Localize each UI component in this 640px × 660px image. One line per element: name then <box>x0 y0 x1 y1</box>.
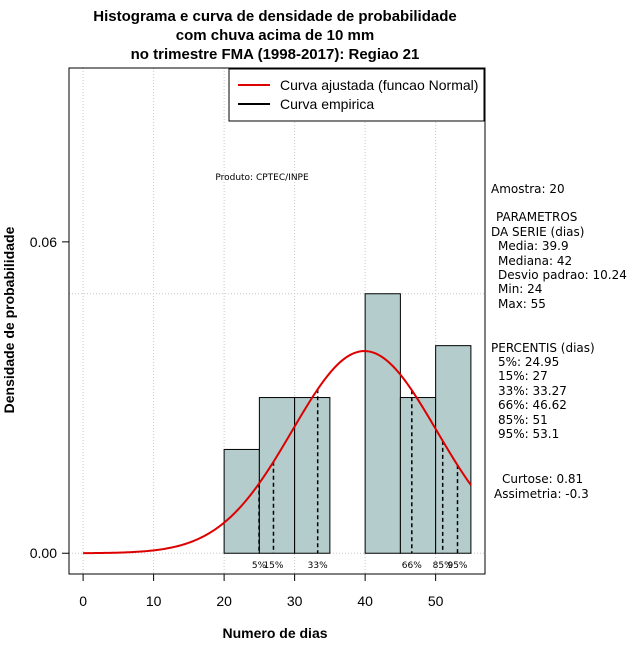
percentile-label: 85% <box>433 561 453 571</box>
stat-std-dev: Desvio padrao: 10.24 <box>498 268 627 282</box>
sample-size: Amostra: 20 <box>491 182 565 196</box>
x-tick-label: 20 <box>216 593 232 609</box>
x-axis-title: Numero de dias <box>222 625 327 641</box>
stat-max: Max: 55 <box>498 297 546 311</box>
legend-label-normal: Curva ajustada (funcao Normal) <box>280 77 478 93</box>
percentiles-title: PERCENTIS (dias) <box>491 341 595 355</box>
legend-box <box>228 68 485 122</box>
skewness: Assimetria: -0.3 <box>494 487 589 501</box>
y-tick-label: 0.00 <box>30 545 57 561</box>
percentile-95: 95%: 53.1 <box>498 427 559 441</box>
percentile-label: 15% <box>263 561 283 571</box>
percentile-label: 5% <box>252 561 267 571</box>
histogram-bar <box>435 345 472 554</box>
y-axis-title: Densidade de probabilidade <box>1 226 17 413</box>
legend-label-empirical: Curva empirica <box>280 96 374 112</box>
chart-title-line-3: no trimestre FMA (1998-2017): Regiao 21 <box>131 46 420 63</box>
x-tick-label: 0 <box>79 593 87 609</box>
x-tick-label: 30 <box>287 593 303 609</box>
percentile-label: 66% <box>402 561 422 571</box>
percentile-label: 33% <box>308 561 328 571</box>
x-tick-label: 10 <box>146 593 162 609</box>
histogram-bar <box>364 293 401 554</box>
histogram-bars <box>223 293 472 554</box>
stat-min: Min: 24 <box>498 282 542 296</box>
y-tick-label: 0.06 <box>30 234 57 250</box>
axes: 0 10 20 30 40 50 0.00 0.06 <box>30 234 444 609</box>
params-title-line-2: DA SERIE (dias) <box>491 225 584 239</box>
histogram-bar <box>399 397 437 554</box>
curves <box>83 350 472 555</box>
percentile-85: 85%: 51 <box>498 413 548 427</box>
kurtosis: Curtose: 0.81 <box>502 472 583 486</box>
histogram-bar <box>294 397 331 554</box>
percentile-lines: 5%15% 33% 66% 85%95% <box>252 389 468 571</box>
percentile-label: 95% <box>447 561 467 571</box>
percentile-33: 33%: 33.27 <box>498 384 567 398</box>
histogram-bar <box>223 448 260 554</box>
statistics-panel: Amostra: 20 PARAMETROS DA SERIE (dias) M… <box>491 182 627 501</box>
normal-curve <box>83 350 472 555</box>
x-tick-label: 40 <box>357 593 373 609</box>
x-tick-label: 50 <box>428 593 444 609</box>
chart-title-line-2: com chuva acima de 10 mm <box>176 27 374 44</box>
legend: Curva ajustada (funcao Normal) Curva emp… <box>228 68 485 122</box>
chart-title-line-1: Histograma e curva de densidade de proba… <box>93 8 456 25</box>
params-title-line-1: PARAMETROS <box>496 210 577 224</box>
stat-mean: Media: 39.9 <box>498 239 569 253</box>
percentile-66: 66%: 46.62 <box>498 398 567 412</box>
stat-median: Mediana: 42 <box>498 254 572 268</box>
product-annotation: Produto: CPTEC/INPE <box>215 173 309 183</box>
percentile-5: 5%: 24.95 <box>498 355 559 369</box>
percentile-15: 15%: 27 <box>498 369 548 383</box>
